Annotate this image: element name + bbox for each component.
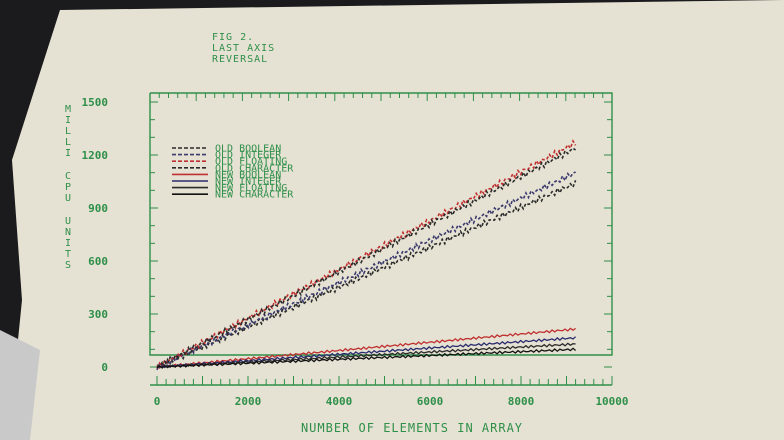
- legend-label: OLD CHARACTER: [215, 163, 294, 174]
- series-line-old-floating: [156, 139, 577, 370]
- y-axis-title-letter: I: [65, 148, 71, 159]
- legend-label: OLD FLOATING: [215, 157, 287, 168]
- legend-label: OLD BOOLEAN: [215, 144, 281, 155]
- series-line-new-boolean: [156, 327, 576, 369]
- y-axis-title-letter: I: [65, 115, 71, 126]
- y-axis-title-letter: M: [65, 104, 71, 115]
- x-tick-label: 0: [154, 395, 161, 408]
- series-line-old-boolean: [156, 180, 577, 369]
- y-tick-label: 600: [88, 255, 108, 268]
- x-tick-label: 2000: [235, 395, 262, 408]
- page-corner: [0, 330, 40, 440]
- figure-title: FIG 2. LAST AXIS REVERSAL: [212, 32, 275, 65]
- series-lines: [156, 139, 577, 371]
- series-line-old-character: [156, 147, 577, 368]
- legend-label: NEW CHARACTER: [215, 190, 294, 201]
- x-tick-label: 8000: [508, 395, 535, 408]
- y-tick-label: 1200: [82, 149, 109, 162]
- y-axis-title-letter: C: [65, 171, 71, 182]
- figure-title-line-2: LAST AXIS: [212, 43, 275, 54]
- y-axis-title-letter: U: [65, 193, 71, 204]
- y-tick-label: 300: [88, 308, 108, 321]
- series-line-new-floating: [156, 342, 576, 369]
- x-axis-title: NUMBER OF ELEMENTS IN ARRAY: [301, 421, 523, 435]
- paper-sheet: [8, 0, 784, 440]
- legend-label: NEW INTEGER: [215, 177, 282, 188]
- series-line-old-integer: [156, 171, 576, 371]
- y-axis-title-letter: P: [65, 182, 71, 193]
- figure-title-line-3: REVERSAL: [212, 54, 268, 65]
- y-axis-title-letter: I: [65, 238, 71, 249]
- x-tick-label: 10000: [595, 395, 628, 408]
- y-tick-label: 0: [101, 361, 108, 374]
- y-axis-title-letter: U: [65, 216, 71, 227]
- y-tick-label: 1500: [82, 96, 109, 109]
- legend-label: NEW FLOATING: [215, 183, 287, 194]
- y-axis-title-letter: L: [65, 126, 71, 137]
- series-line-new-character: [156, 347, 577, 369]
- x-tick-label: 6000: [417, 395, 444, 408]
- y-axis-title-letter: T: [65, 249, 71, 260]
- y-tick-label: 900: [88, 202, 108, 215]
- x-tick-labels: 0 2000 4000 6000 8000 10000: [154, 395, 629, 408]
- y-axis-title-letter: N: [65, 227, 71, 238]
- y-axis-title-letter: S: [65, 260, 71, 271]
- plot-border: [149, 92, 613, 356]
- axis-ticks: [149, 93, 613, 385]
- x-tick-label: 4000: [326, 395, 353, 408]
- legend-label: OLD INTEGER: [215, 150, 282, 161]
- legend-label: NEW BOOLEAN: [215, 170, 281, 181]
- plot-frame: [149, 92, 613, 386]
- y-axis-title-letter: L: [65, 137, 71, 148]
- y-tick-labels: 0 300 600 900 1200 1500: [82, 96, 109, 374]
- figure-title-line-1: FIG 2.: [212, 32, 254, 43]
